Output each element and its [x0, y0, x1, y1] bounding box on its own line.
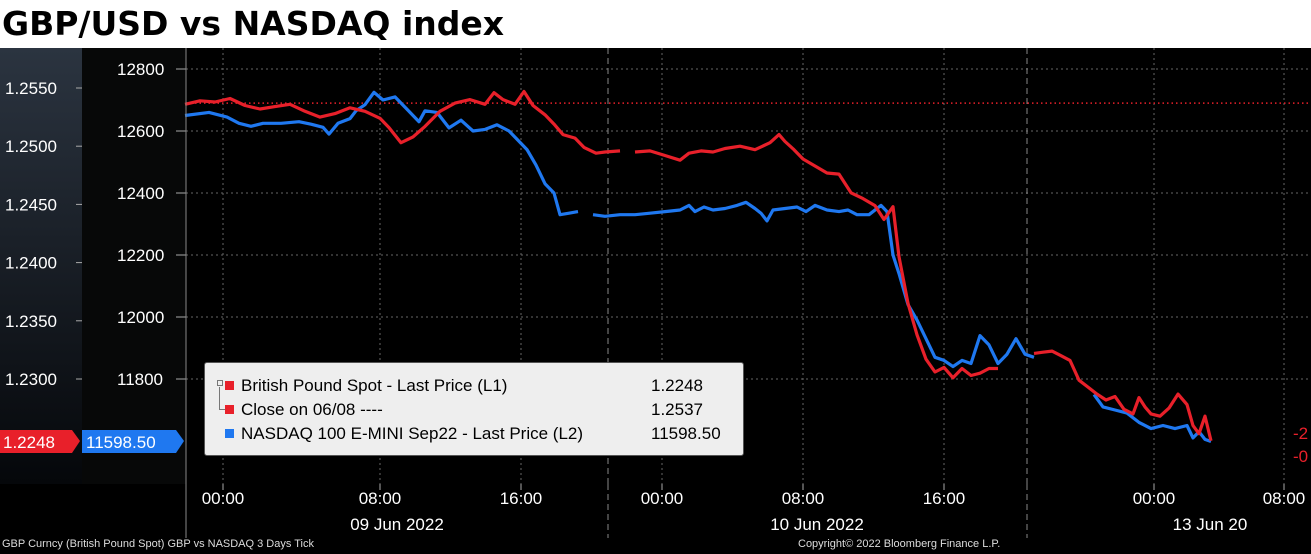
- x-tick-label: 00:00: [202, 489, 245, 508]
- legend[interactable]: British Pound Spot - Last Price (L1) 1.2…: [204, 362, 744, 456]
- footer-copyright: Copyright© 2022 Bloomberg Finance L.P.: [798, 538, 1001, 550]
- legend-value: 11598.50: [651, 424, 721, 443]
- series-line: [634, 133, 998, 380]
- series-line: [1033, 349, 1213, 442]
- legend-swatch: [225, 405, 234, 414]
- x-tick-label: 08:00: [359, 489, 402, 508]
- left-tick-label: 1.2550: [5, 79, 57, 98]
- legend-swatch: [225, 429, 234, 438]
- left-tick-label: 1.2500: [5, 137, 57, 156]
- chart-title: GBP/USD vs NASDAQ index: [0, 0, 1311, 48]
- x-tick-label: 08:00: [782, 489, 825, 508]
- series-line: [184, 90, 579, 217]
- series-lines: [184, 89, 1213, 444]
- x-date-label: 10 Jun 2022: [770, 515, 864, 534]
- right-tick-label: 12200: [117, 246, 164, 265]
- right-tick-label: 11800: [117, 370, 163, 389]
- series-line: [1092, 393, 1212, 444]
- right-tick-label: 12400: [117, 184, 164, 203]
- legend-name: British Pound Spot - Last Price (L1): [241, 376, 508, 395]
- x-tick-label: 00:00: [1133, 489, 1176, 508]
- right-axis-ticks: 12800 12600 12400 12200 12000 11800: [117, 60, 186, 389]
- x-axis: 00:00 08:00 16:00 00:00 08:00 16:00 00:00 08:00…: [185, 48, 1311, 538]
- collapse-icon[interactable]: [217, 380, 223, 386]
- right-tick-label: 12000: [117, 308, 164, 327]
- legend-value: 1.2537: [651, 400, 703, 419]
- x-tick-label: 16:00: [500, 489, 543, 508]
- left-tick-label: 1.2400: [5, 254, 57, 273]
- tree-connector-icon: [219, 387, 225, 410]
- left-tick-label: 1.2450: [5, 195, 57, 214]
- legend-swatch: [225, 381, 234, 390]
- left-tick-label: 1.2300: [5, 370, 57, 389]
- x-tick-label: 08:00: [1263, 489, 1306, 508]
- right-axis-panel: [82, 48, 186, 484]
- x-date-label: 13 Jun 20: [1173, 515, 1248, 534]
- left-tick-label: 1.2350: [5, 312, 57, 331]
- gbp-last-value-label: 1.2248: [3, 433, 55, 452]
- right-tick-label: 12800: [117, 60, 164, 79]
- x-axis-background: [186, 484, 1311, 538]
- legend-value: 1.2248: [651, 376, 703, 395]
- legend-name: Close on 06/08 ----: [241, 400, 383, 419]
- chart-svg: 1.2550 1.2500 1.2450 1.2400 1.2350 1.2300 128…: [0, 48, 1311, 538]
- right-tick-label: 12600: [117, 122, 164, 141]
- x-tick-label: 16:00: [923, 489, 966, 508]
- nasdaq-last-value-label: 11598.50: [86, 433, 156, 452]
- footer-source: GBP Curncy (British Pound Spot) GBP vs N…: [2, 538, 314, 550]
- series-line: [184, 89, 621, 155]
- series-line: [592, 200, 1035, 369]
- right-edge-label-1: -2: [1293, 424, 1308, 443]
- left-axis-ticks: 1.2550 1.2500 1.2450 1.2400 1.2350 1.2300: [5, 79, 82, 389]
- x-date-label: 09 Jun 2022: [350, 515, 444, 534]
- day-separators: [607, 48, 1028, 538]
- legend-name: NASDAQ 100 E-MINI Sep22 - Last Price (L2…: [241, 424, 584, 443]
- gbp-last-value-marker: 1.2248: [0, 430, 80, 453]
- nasdaq-last-value-marker: 11598.50: [82, 430, 184, 453]
- right-edge-label-2: -0: [1293, 447, 1308, 466]
- left-axis-panel: [0, 48, 82, 484]
- x-tick-label: 00:00: [641, 489, 684, 508]
